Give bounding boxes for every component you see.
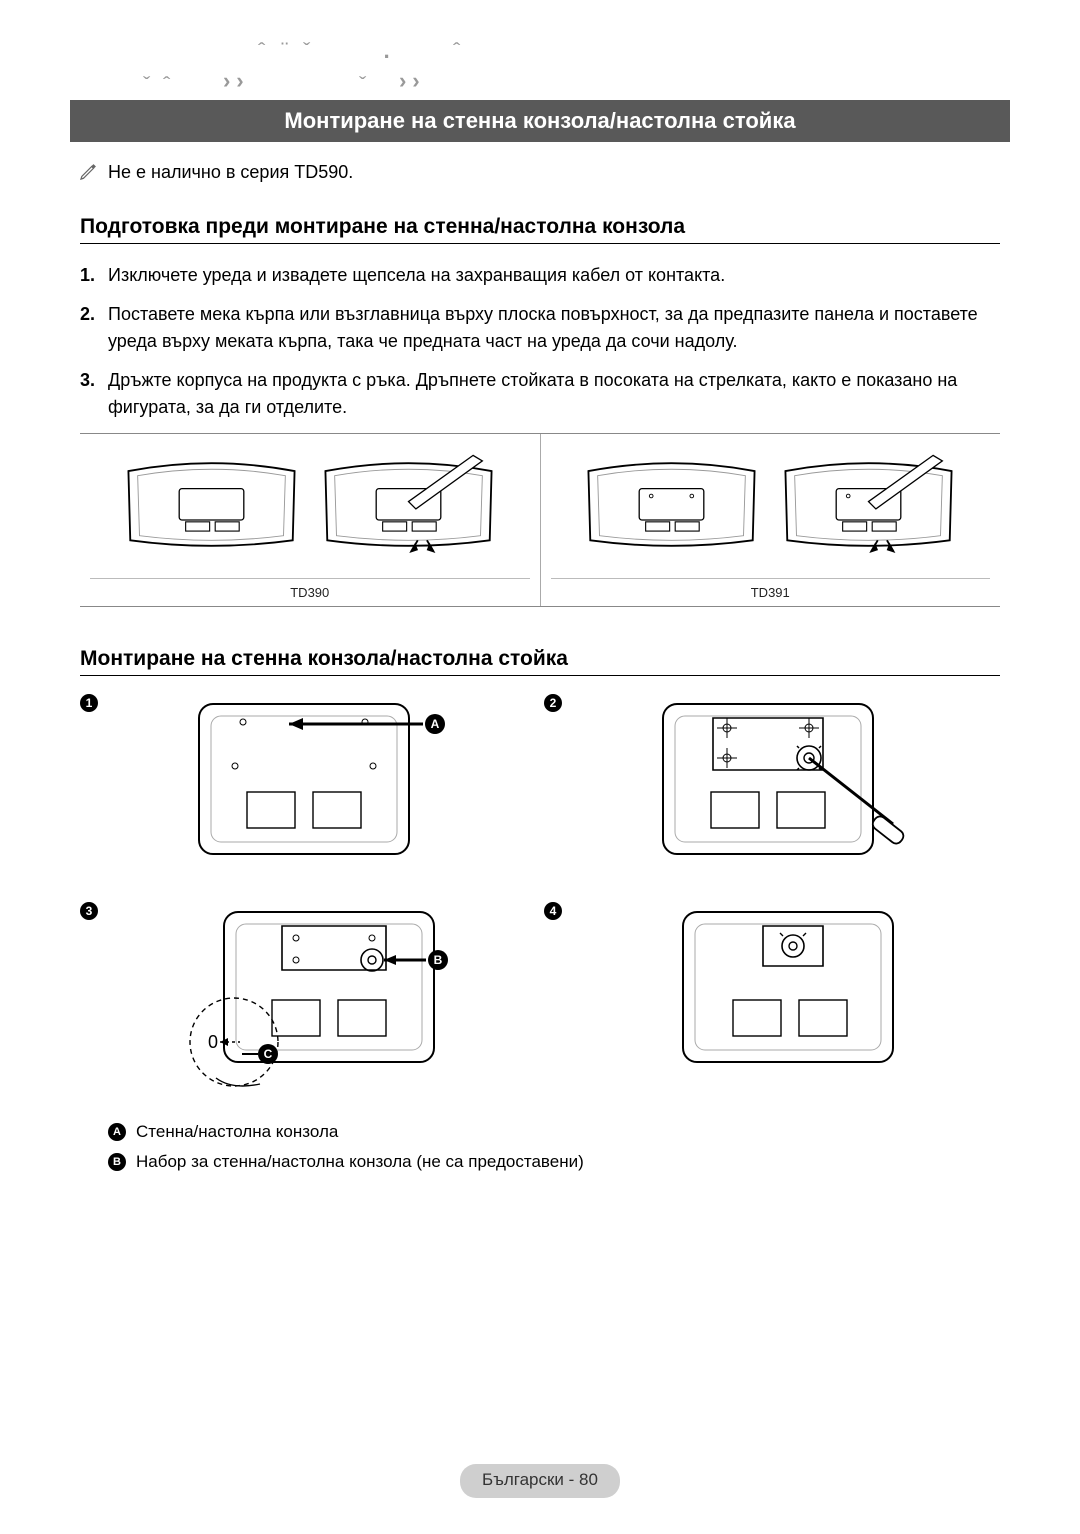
step-3-num: 3.	[80, 367, 108, 421]
model-figures: TD390	[80, 433, 1000, 607]
svg-text:0: 0	[208, 1032, 218, 1052]
mount-fig-4	[576, 902, 1000, 1102]
header-bar: Монтиране на стенна конзола/настолна сто…	[70, 100, 1010, 142]
svg-text:A: A	[431, 717, 440, 731]
footer-pill: Български - 80	[460, 1464, 620, 1498]
prep-steps: 1. Изключете уреда и извадете щепсела на…	[80, 262, 1000, 421]
step-badge-2: 2	[544, 694, 562, 712]
badge-b: B	[108, 1153, 126, 1171]
step-badge-4: 4	[544, 902, 562, 920]
step-1: 1. Изключете уреда и извадете щепсела на…	[80, 262, 1000, 289]
mount-fig-1: A	[112, 694, 536, 894]
legend-b: B Набор за стенна/настолна конзола (не с…	[108, 1152, 1000, 1172]
step-3-text: Дръжте корпуса на продукта с ръка. Дръпн…	[108, 367, 1000, 421]
step-2-text: Поставете мека кърпа или възглавница вър…	[108, 301, 1000, 355]
step-1-text: Изключете уреда и извадете щепсела на за…	[108, 262, 725, 289]
mount-steps-grid: 1 A 2	[80, 694, 1000, 1102]
step-badge-3: 3	[80, 902, 98, 920]
badge-a: A	[108, 1123, 126, 1141]
section1-title: Подготовка преди монтиране на стенна/нас…	[80, 215, 1000, 244]
step-3: 3. Дръжте корпуса на продукта с ръка. Др…	[80, 367, 1000, 421]
note-icon	[80, 162, 100, 185]
svg-text:C: C	[264, 1047, 273, 1061]
mount-fig-2	[576, 694, 1000, 894]
page: ˆ ¨ ˇ . ˆ ˇ ˆ ›› ˇ ›› Монтиране на стенн…	[0, 0, 1080, 1534]
header-title: Монтиране на стенна конзола/настолна сто…	[284, 108, 795, 133]
legend-a: A Стенна/настолна конзола	[108, 1122, 1000, 1142]
legend-b-text: Набор за стенна/настолна конзола (не са …	[136, 1152, 584, 1172]
legend: A Стенна/настолна конзола B Набор за сте…	[80, 1122, 1000, 1172]
step-2: 2. Поставете мека кърпа или възглавница …	[80, 301, 1000, 355]
figure-td390: TD390	[80, 434, 540, 606]
step-1-num: 1.	[80, 262, 108, 289]
page-footer: Български - 80	[0, 1464, 1080, 1498]
caption-td390: TD390	[90, 578, 530, 600]
section2-title: Монтиране на стенна конзола/настолна сто…	[80, 647, 1000, 676]
svg-text:B: B	[434, 953, 443, 967]
caption-td391: TD391	[551, 578, 991, 600]
mount-fig-3: B 0 C	[112, 902, 536, 1102]
legend-a-text: Стенна/настолна конзола	[136, 1122, 338, 1142]
header-decor: ˆ ¨ ˇ . ˆ ˇ ˆ ›› ˇ ››	[80, 40, 1000, 100]
monitor-back-stand-icon	[316, 448, 501, 568]
monitor-back-plain-icon	[579, 448, 764, 568]
step-2-num: 2.	[80, 301, 108, 355]
monitor-back-stand-icon	[776, 448, 961, 568]
availability-note: Не е налично в серия TD590.	[80, 162, 1000, 185]
figure-td391: TD391	[540, 434, 1001, 606]
monitor-back-plain-icon	[119, 448, 304, 568]
step-badge-1: 1	[80, 694, 98, 712]
note-text: Не е налично в серия TD590.	[108, 162, 353, 183]
